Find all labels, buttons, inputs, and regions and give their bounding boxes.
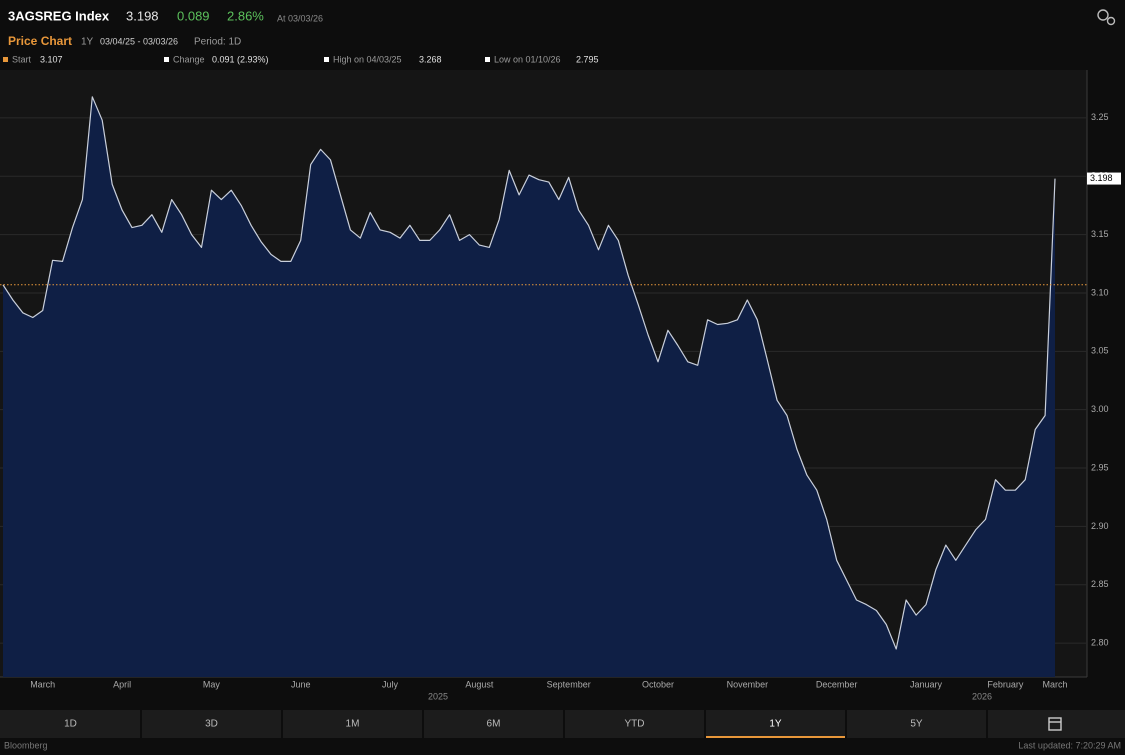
date-range: 03/04/25 - 03/03/26 (100, 36, 178, 46)
x-tick-label: June (291, 679, 311, 689)
year-label: 2025 (428, 691, 448, 701)
legend-label: Change (173, 54, 205, 64)
gear[interactable] (1097, 9, 1109, 21)
legend-label: Start (12, 54, 32, 64)
x-tick-label: December (816, 679, 858, 689)
last-value-label: 3.198 (1090, 173, 1113, 183)
y-tick-label: 2.90 (1091, 521, 1109, 531)
ticker: 3AGSREG Index (8, 8, 110, 23)
range-button[interactable]: 1M (346, 719, 360, 730)
x-tick-label: March (30, 679, 55, 689)
x-tick-label: July (382, 679, 399, 689)
x-tick-label: February (987, 679, 1024, 689)
last-price: 3.198 (126, 8, 159, 23)
legend-swatch (485, 57, 490, 62)
y-tick-label: 3.00 (1091, 404, 1109, 414)
legend-value: 3.107 (40, 54, 63, 64)
legend-swatch (164, 57, 169, 62)
x-tick-label: September (547, 679, 591, 689)
legend-label: High on 04/03/25 (333, 54, 402, 64)
x-tick-label: May (203, 679, 221, 689)
y-tick-label: 3.05 (1091, 346, 1109, 356)
range: 1Y (81, 37, 94, 48)
calendar-icon[interactable] (1048, 717, 1062, 731)
button-bar (0, 710, 1125, 738)
as-of: At 03/03/26 (277, 13, 323, 23)
calendar-button[interactable] (1048, 717, 1062, 731)
x-tick-label: October (642, 679, 674, 689)
legend-swatch (324, 57, 329, 62)
y-tick-label: 2.85 (1091, 579, 1109, 589)
range-button[interactable]: 6M (487, 719, 501, 730)
last-value-box (1087, 172, 1121, 185)
y-tick-label: 2.80 (1091, 638, 1109, 648)
area (3, 96, 1055, 678)
x-tick-label: March (1042, 679, 1067, 689)
range-button[interactable]: 1Y (769, 719, 782, 730)
gear[interactable] (1106, 16, 1116, 26)
source: Bloomberg (4, 740, 48, 750)
x-tick-label: November (727, 679, 769, 689)
y-tick-label: 2.95 (1091, 462, 1109, 472)
range-button[interactable]: 3D (205, 719, 218, 730)
settings-icon[interactable] (1097, 9, 1116, 26)
legend-label: Low on 01/10/26 (494, 54, 561, 64)
pct-change: 2.86% (227, 8, 264, 23)
legend-swatch (3, 57, 8, 62)
line (2, 96, 1056, 650)
range-button[interactable]: 5Y (910, 719, 923, 730)
range-button[interactable]: 1D (64, 719, 77, 730)
period: Period: 1D (194, 37, 241, 48)
net-change: 0.089 (177, 8, 210, 23)
range-button[interactable]: YTD (625, 719, 645, 730)
year-label: 2026 (972, 691, 992, 701)
x-tick-label: April (113, 679, 131, 689)
last-updated: Last updated: 7:20:29 AM (1018, 740, 1121, 750)
legend-value: 3.268 (419, 54, 442, 64)
y-tick-label: 3.10 (1091, 287, 1109, 297)
legend-value: 0.091 (2.93%) (212, 54, 269, 64)
legend-value: 2.795 (576, 54, 599, 64)
y-tick-label: 3.25 (1091, 112, 1109, 122)
y-tick-label: 3.15 (1091, 229, 1109, 239)
x-tick-label: January (910, 679, 943, 689)
x-tick-label: August (465, 679, 494, 689)
subheader-title: Price Chart (8, 34, 72, 48)
